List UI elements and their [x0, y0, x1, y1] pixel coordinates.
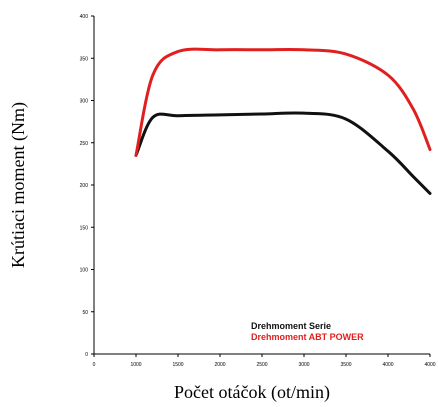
- x-tick-label: 1000: [130, 362, 141, 368]
- series-line-serie: [134, 111, 432, 195]
- y-tick-label: 0: [85, 352, 88, 358]
- x-tick-label: 2500: [256, 362, 267, 368]
- y-ticks-group: 0 50 100 150 200 250 300 350 400: [80, 14, 94, 358]
- x-tick-label: 1500: [172, 362, 183, 368]
- x-tick-label: 2000: [214, 362, 225, 368]
- legend: Drehmoment Serie Drehmoment ABT POWER: [251, 321, 364, 342]
- x-axis-title: Počet otáčok (ot/min): [174, 382, 330, 403]
- x-tick-label: 3000: [298, 362, 309, 368]
- axes-group: 0 1000 1500 2000 2500 3000 3500 4000 4000 0 50 100…: [80, 14, 436, 368]
- y-axis-title: Krútiaci moment (Nm): [8, 102, 29, 268]
- x-tick-label: 4000: [382, 362, 393, 368]
- y-tick-label: 150: [80, 225, 89, 231]
- legend-entry-abt-power: Drehmoment ABT POWER: [251, 332, 364, 342]
- y-tick-label: 200: [80, 183, 89, 189]
- x-ticks-group: 0 1000 1500 2000 2500 3000 3500 4000 4000: [93, 354, 436, 368]
- series-group: [134, 47, 432, 195]
- legend-entry-serie: Drehmoment Serie: [251, 321, 331, 331]
- y-tick-label: 350: [80, 56, 89, 62]
- y-tick-label: 300: [80, 99, 89, 105]
- y-tick-label: 100: [80, 268, 89, 274]
- x-tick-label: 3500: [340, 362, 351, 368]
- y-tick-label: 250: [80, 141, 89, 147]
- y-tick-label: 400: [80, 14, 89, 20]
- series-line-abt-power: [134, 47, 432, 157]
- x-tick-label: 0: [93, 362, 96, 368]
- y-tick-label: 50: [82, 310, 88, 316]
- x-tick-label: 4000: [424, 362, 435, 368]
